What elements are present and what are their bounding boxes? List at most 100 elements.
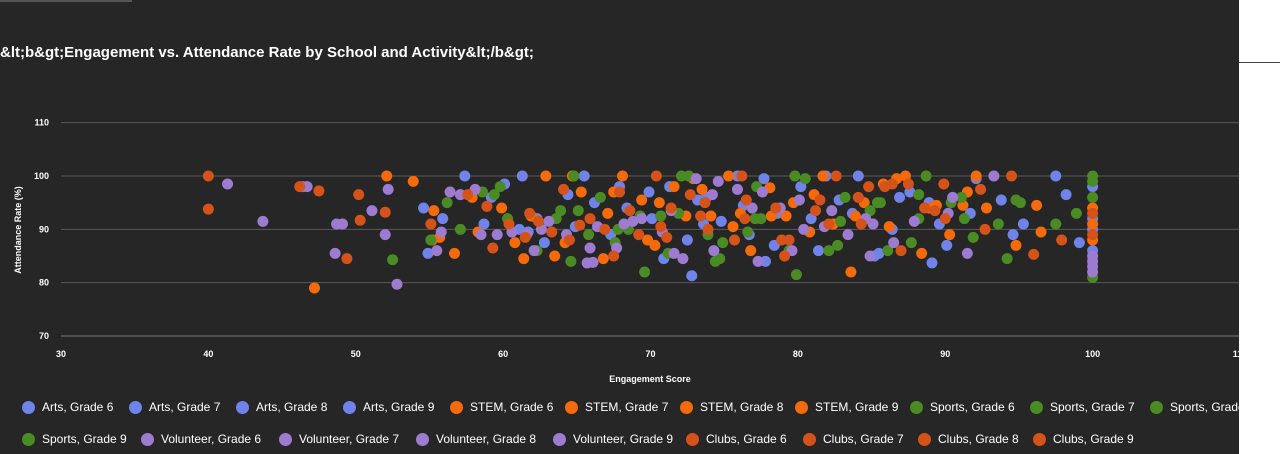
legend-item[interactable]: Clubs, Grade 8 (918, 432, 1019, 446)
data-point[interactable] (736, 170, 748, 182)
data-point[interactable] (633, 229, 645, 241)
data-point[interactable] (695, 210, 707, 222)
data-point[interactable] (780, 210, 792, 222)
data-point[interactable] (496, 202, 508, 214)
data-point[interactable] (668, 181, 680, 193)
legend-item[interactable]: Clubs, Grade 9 (1033, 432, 1134, 446)
data-point[interactable] (814, 194, 826, 206)
data-point[interactable] (1087, 229, 1099, 241)
legend-item[interactable]: Arts, Grade 8 (236, 400, 327, 414)
legend-item[interactable]: STEM, Grade 6 (450, 400, 553, 414)
data-point[interactable] (1006, 170, 1018, 182)
legend-item[interactable]: Sports, Grade 9 (22, 432, 127, 446)
data-point[interactable] (1010, 239, 1022, 251)
data-point[interactable] (864, 205, 876, 217)
data-point[interactable] (574, 219, 586, 231)
data-point[interactable] (538, 237, 550, 249)
data-point[interactable] (908, 215, 920, 227)
data-point[interactable] (849, 210, 861, 222)
data-point[interactable] (752, 255, 764, 267)
data-point[interactable] (540, 170, 552, 182)
data-point[interactable] (883, 221, 895, 233)
data-point[interactable] (742, 226, 754, 238)
data-point[interactable] (382, 183, 394, 195)
data-point[interactable] (810, 205, 822, 217)
data-point[interactable] (894, 191, 906, 203)
data-point[interactable] (624, 205, 636, 217)
data-point[interactable] (929, 205, 941, 217)
data-point[interactable] (832, 239, 844, 251)
data-point[interactable] (1050, 218, 1062, 230)
data-point[interactable] (563, 234, 575, 246)
data-point[interactable] (649, 239, 661, 251)
data-point[interactable] (1017, 218, 1029, 230)
data-point[interactable] (686, 270, 698, 282)
data-point[interactable] (919, 202, 931, 214)
data-point[interactable] (1028, 248, 1040, 260)
data-point[interactable] (425, 234, 437, 246)
data-point[interactable] (655, 221, 667, 233)
data-point[interactable] (602, 207, 614, 219)
data-point[interactable] (568, 170, 580, 182)
data-point[interactable] (655, 210, 667, 222)
data-point[interactable] (202, 203, 214, 215)
data-point[interactable] (387, 254, 399, 266)
data-point[interactable] (779, 250, 791, 262)
data-point[interactable] (882, 245, 894, 257)
data-point[interactable] (939, 213, 951, 225)
data-point[interactable] (546, 226, 558, 238)
legend-item[interactable]: Clubs, Grade 6 (686, 432, 787, 446)
legend-item[interactable]: STEM, Grade 7 (565, 400, 668, 414)
data-point[interactable] (435, 226, 447, 238)
data-point[interactable] (758, 173, 770, 185)
data-point[interactable] (727, 221, 739, 233)
data-point[interactable] (1087, 218, 1099, 230)
data-point[interactable] (503, 218, 515, 230)
data-point[interactable] (1031, 199, 1043, 211)
data-point[interactable] (839, 191, 851, 203)
data-point[interactable] (729, 234, 741, 246)
data-point[interactable] (1050, 170, 1062, 182)
data-point[interactable] (1001, 253, 1013, 265)
data-point[interactable] (696, 183, 708, 195)
data-point[interactable] (947, 191, 959, 203)
data-point[interactable] (938, 178, 950, 190)
legend-item[interactable]: Sports, Grade 8 (1150, 400, 1239, 414)
data-point[interactable] (1060, 189, 1072, 201)
data-point[interactable] (1010, 194, 1022, 206)
data-point[interactable] (308, 282, 320, 294)
data-point[interactable] (793, 194, 805, 206)
data-point[interactable] (341, 253, 353, 265)
data-point[interactable] (723, 170, 735, 182)
data-point[interactable] (992, 218, 1004, 230)
data-point[interactable] (584, 213, 596, 225)
data-point[interactable] (639, 266, 651, 278)
data-point[interactable] (665, 202, 677, 214)
data-point[interactable] (661, 231, 673, 243)
data-point[interactable] (329, 247, 341, 259)
data-point[interactable] (830, 170, 842, 182)
data-point[interactable] (543, 215, 555, 227)
data-point[interactable] (583, 229, 595, 241)
data-point[interactable] (790, 269, 802, 281)
data-point[interactable] (459, 170, 471, 182)
data-point[interactable] (888, 237, 900, 249)
data-point[interactable] (677, 253, 689, 265)
data-point[interactable] (699, 197, 711, 209)
data-point[interactable] (491, 229, 503, 241)
data-point[interactable] (690, 173, 702, 185)
data-point[interactable] (509, 237, 521, 249)
data-point[interactable] (1087, 207, 1099, 219)
legend-item[interactable]: Volunteer, Grade 7 (279, 432, 399, 446)
data-point[interactable] (594, 191, 606, 203)
data-point[interactable] (920, 170, 932, 182)
data-point[interactable] (826, 205, 838, 217)
legend-item[interactable]: STEM, Grade 8 (680, 400, 783, 414)
data-point[interactable] (944, 229, 956, 241)
data-point[interactable] (958, 213, 970, 225)
data-point[interactable] (789, 170, 801, 182)
data-point[interactable] (614, 186, 626, 198)
data-point[interactable] (799, 173, 811, 185)
data-point[interactable] (653, 197, 665, 209)
data-point[interactable] (823, 218, 835, 230)
